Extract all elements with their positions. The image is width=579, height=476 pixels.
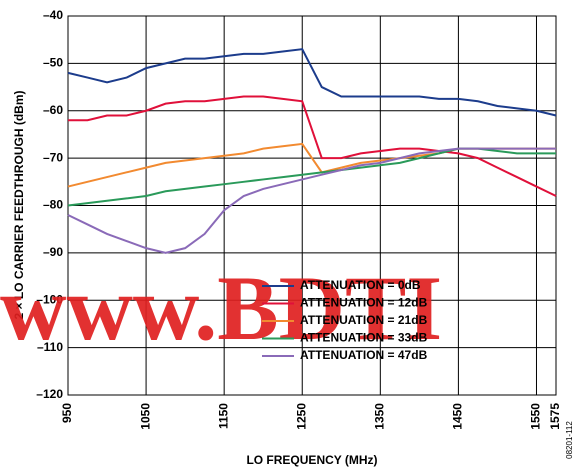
y-tick-label: –60 bbox=[43, 103, 63, 117]
x-tick-label: 1050 bbox=[138, 403, 152, 430]
legend-label: ATTENUATION = 0dB bbox=[300, 278, 421, 292]
legend-label: ATTENUATION = 33dB bbox=[300, 331, 428, 345]
x-tick-label: 1550 bbox=[529, 403, 543, 430]
y-tick-label: –70 bbox=[43, 150, 63, 164]
legend-label: ATTENUATION = 12dB bbox=[300, 296, 428, 310]
legend-label: ATTENUATION = 21dB bbox=[300, 313, 428, 327]
y-tick-label: –100 bbox=[36, 292, 63, 306]
x-tick-label: 1575 bbox=[548, 403, 562, 430]
series-line bbox=[67, 147, 556, 254]
y-tick-label: –110 bbox=[37, 340, 63, 354]
series-line bbox=[67, 48, 557, 117]
y-axis-label: 2 × LO CARRIER FEEDTHROUGH (dBm) bbox=[12, 90, 26, 319]
x-tick-label: 1350 bbox=[372, 403, 386, 430]
legend-label: ATTENUATION = 47dB bbox=[300, 348, 428, 362]
y-tick-label: –50 bbox=[43, 56, 63, 70]
y-tick-label: –120 bbox=[36, 387, 63, 401]
series-line bbox=[68, 95, 557, 197]
y-tick-label: –80 bbox=[43, 198, 63, 212]
x-tick-label: 1250 bbox=[294, 403, 308, 430]
y-tick-label: –90 bbox=[43, 245, 63, 259]
watermark: www.BDTI bbox=[0, 257, 442, 359]
x-tick-label: 1150 bbox=[216, 403, 230, 429]
x-axis-label: LO FREQUENCY (MHz) bbox=[246, 453, 377, 467]
figure-id: 08201-112 bbox=[565, 421, 574, 459]
x-tick-label: 950 bbox=[60, 403, 74, 423]
x-tick-label: 1450 bbox=[451, 403, 465, 430]
y-tick-label: –40 bbox=[43, 8, 63, 22]
